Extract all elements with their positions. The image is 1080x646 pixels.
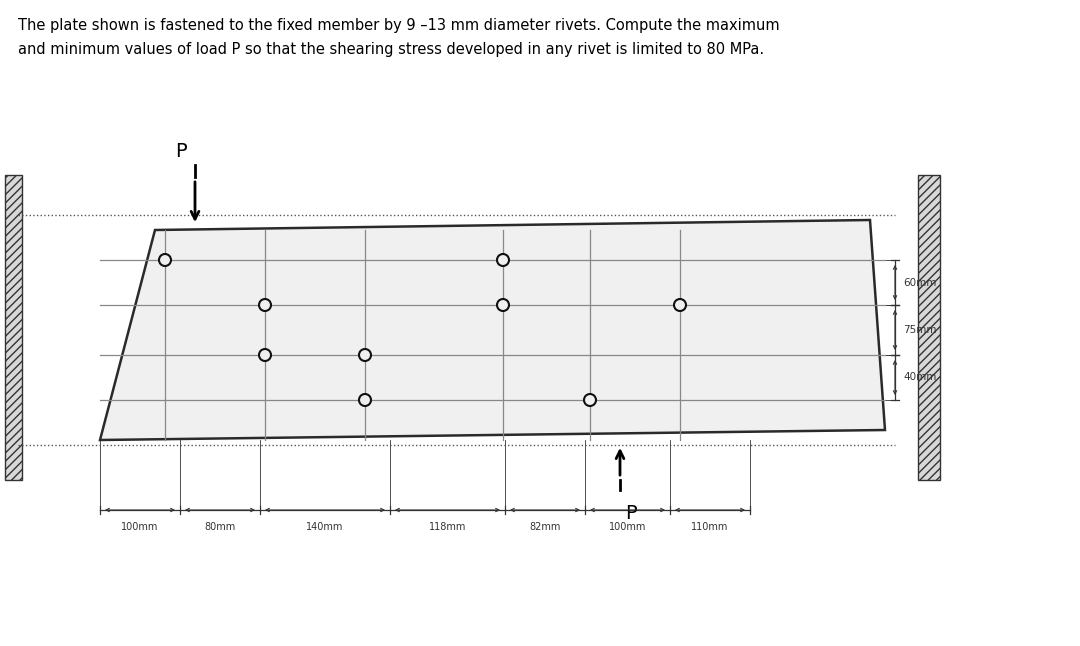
Circle shape (497, 299, 509, 311)
Text: The plate shown is fastened to the fixed member by 9 –13 mm diameter rivets. Com: The plate shown is fastened to the fixed… (18, 18, 780, 33)
Polygon shape (100, 220, 885, 440)
Text: P: P (175, 142, 187, 161)
Circle shape (584, 394, 596, 406)
Text: 100mm: 100mm (609, 522, 646, 532)
Text: 82mm: 82mm (529, 522, 561, 532)
Text: 75mm: 75mm (903, 325, 936, 335)
Circle shape (497, 254, 509, 266)
Circle shape (259, 349, 271, 361)
Circle shape (674, 299, 686, 311)
Text: 110mm: 110mm (691, 522, 729, 532)
Text: and minimum values of load P so that the shearing stress developed in any rivet : and minimum values of load P so that the… (18, 42, 765, 57)
Circle shape (359, 349, 372, 361)
Circle shape (159, 254, 171, 266)
Bar (5, 175, 22, 480)
Bar (918, 175, 940, 480)
Circle shape (359, 394, 372, 406)
Text: 60mm: 60mm (903, 278, 936, 287)
Text: 40mm: 40mm (903, 373, 936, 382)
Text: P: P (625, 504, 636, 523)
Text: 80mm: 80mm (204, 522, 235, 532)
Text: 140mm: 140mm (307, 522, 343, 532)
Text: 118mm: 118mm (429, 522, 467, 532)
Circle shape (259, 299, 271, 311)
Text: 100mm: 100mm (121, 522, 159, 532)
